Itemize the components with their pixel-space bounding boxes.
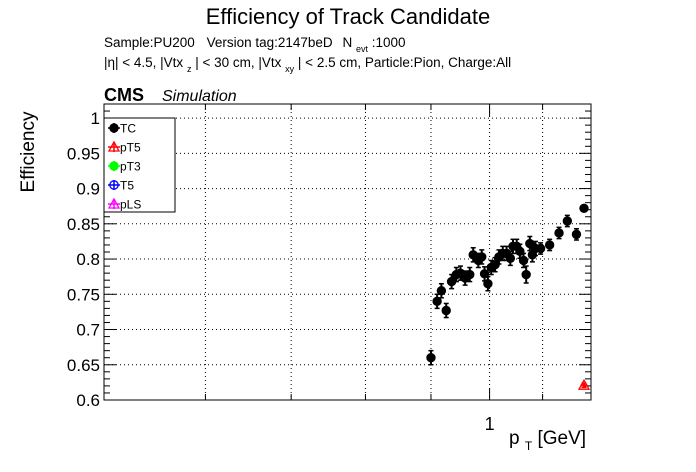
legend-label-t5: T5 bbox=[120, 179, 134, 193]
sample-label: Sample:PU200 bbox=[104, 35, 195, 50]
x-tick-label: 1 bbox=[485, 414, 495, 434]
data-point-tc bbox=[518, 255, 529, 266]
nevt-subscript: evt bbox=[356, 44, 369, 54]
y-tick-label: 0.75 bbox=[67, 285, 100, 304]
legend-label-pt3: pT3 bbox=[120, 160, 141, 174]
legend-marker-tc bbox=[109, 123, 119, 133]
cut-vtx-xy-sub: xy bbox=[285, 64, 295, 74]
subtitle-line-2: |η| < 4.5, |Vtx z | < 30 cm, |Vtx xy | <… bbox=[104, 55, 511, 75]
data-point-tc bbox=[426, 353, 436, 363]
data-point-pt5 bbox=[577, 378, 591, 390]
nevt-value: :1000 bbox=[372, 35, 406, 50]
data-point-tc bbox=[521, 269, 531, 280]
chart-title: Efficiency of Track Candidate bbox=[206, 4, 491, 29]
data-point-tc bbox=[544, 240, 555, 250]
data-point-tc bbox=[579, 203, 589, 214]
legend: TC pT5 pT3 T5 pLS bbox=[103, 117, 176, 213]
data-point-tc bbox=[562, 216, 573, 226]
legend-label-tc: TC bbox=[120, 122, 136, 136]
cut-eta: |η| < 4.5, |Vtx bbox=[104, 55, 183, 70]
x-label-unit: [GeV] bbox=[537, 428, 586, 449]
data-point-tc bbox=[432, 296, 442, 307]
y-tick-label: 0.85 bbox=[67, 215, 100, 234]
legend-label-pls: pLS bbox=[120, 198, 141, 212]
data-point-tc bbox=[483, 279, 493, 289]
data-point-tc bbox=[554, 228, 564, 238]
simulation-label: Simulation bbox=[162, 88, 237, 105]
y-tick-label: 0.7 bbox=[76, 321, 100, 340]
y-axis-label: Efficiency bbox=[18, 111, 39, 192]
x-label-p: p bbox=[509, 428, 520, 449]
data-point-tc bbox=[436, 286, 447, 296]
y-tick-label: 0.95 bbox=[67, 144, 100, 163]
cut-particle: | < 2.5 cm, Particle:Pion, Charge:All bbox=[298, 55, 511, 70]
cut-vtx-z-sub: z bbox=[187, 64, 192, 74]
y-tick-label: 1 bbox=[91, 109, 100, 128]
legend-marker-pt5 bbox=[107, 140, 121, 152]
legend-marker-t5 bbox=[109, 180, 119, 190]
data-point-tc bbox=[535, 243, 546, 254]
subtitle-line-1: Sample:PU200 Version tag:2147beD N evt :… bbox=[104, 35, 406, 55]
data-point-tc bbox=[465, 269, 475, 280]
y-tick-label: 0.9 bbox=[76, 180, 100, 199]
x-axis-label: p T [GeV] bbox=[509, 428, 586, 455]
legend-entries: TC pT5 pT3 T5 pLS bbox=[107, 122, 141, 212]
y-tick-label: 0.6 bbox=[76, 391, 100, 410]
cut-vtx-z: | < 30 cm, |Vtx bbox=[195, 55, 281, 70]
data-layer bbox=[426, 203, 591, 390]
legend-marker-pls bbox=[107, 197, 121, 209]
data-point-tc bbox=[441, 305, 451, 316]
y-tick-label: 0.65 bbox=[67, 356, 100, 375]
legend-label-pt5: pT5 bbox=[120, 141, 141, 155]
nevt-prefix: N bbox=[342, 35, 352, 50]
data-point-tc bbox=[477, 252, 487, 262]
data-point-tc bbox=[505, 253, 516, 264]
y-tick-label: 0.8 bbox=[76, 250, 100, 269]
x-label-subscript: T bbox=[525, 439, 533, 453]
legend-marker-pt3 bbox=[109, 161, 119, 171]
version-label: Version tag:2147beD bbox=[207, 35, 333, 50]
data-point-tc bbox=[571, 229, 582, 240]
cms-label: CMS bbox=[104, 85, 144, 105]
tick-layer: 0.6 0.65 0.7 0.75 0.8 0.85 0.9 0.95 1 1 bbox=[67, 104, 592, 434]
